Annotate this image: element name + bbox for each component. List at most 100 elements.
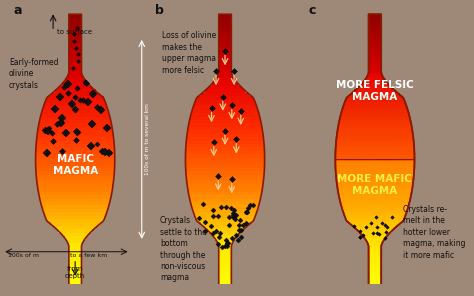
Bar xyxy=(36,161,115,164)
Bar xyxy=(365,237,385,240)
Bar xyxy=(339,196,410,199)
Bar xyxy=(38,127,112,130)
Bar xyxy=(69,48,82,52)
Bar xyxy=(338,188,412,192)
Bar xyxy=(368,243,382,246)
Bar xyxy=(37,181,113,185)
Bar xyxy=(355,226,395,229)
Bar xyxy=(69,65,82,69)
Bar xyxy=(44,212,106,215)
Bar xyxy=(342,110,408,113)
Bar xyxy=(69,45,82,48)
Bar xyxy=(219,38,231,41)
Bar xyxy=(219,250,231,253)
Bar xyxy=(193,209,257,212)
Bar xyxy=(194,212,256,215)
Bar xyxy=(195,99,255,103)
Bar xyxy=(188,188,262,192)
Text: a: a xyxy=(13,4,22,17)
Bar xyxy=(201,222,249,226)
Bar xyxy=(350,222,399,226)
Bar xyxy=(350,223,400,226)
Bar xyxy=(336,171,414,175)
Bar xyxy=(38,188,112,192)
Bar xyxy=(369,48,381,52)
Bar xyxy=(36,144,114,147)
Bar xyxy=(366,239,383,243)
Bar xyxy=(43,209,108,212)
Bar xyxy=(214,79,236,83)
Bar xyxy=(69,52,82,55)
Bar xyxy=(64,236,86,239)
Bar xyxy=(346,217,404,220)
Bar xyxy=(186,178,264,181)
Bar xyxy=(336,176,414,178)
Bar xyxy=(369,284,381,287)
Bar xyxy=(336,140,414,143)
Bar xyxy=(219,62,231,65)
Bar xyxy=(186,168,264,171)
Bar xyxy=(68,243,82,246)
Bar xyxy=(69,260,82,263)
Bar xyxy=(211,233,238,236)
Bar xyxy=(186,144,264,147)
Bar xyxy=(358,229,392,233)
Bar xyxy=(369,35,381,38)
Bar xyxy=(336,167,414,170)
Bar xyxy=(191,202,259,205)
Bar xyxy=(338,192,411,195)
Bar xyxy=(366,76,383,79)
Bar xyxy=(362,83,388,86)
Bar xyxy=(189,192,262,195)
Bar xyxy=(341,205,409,208)
Bar xyxy=(219,277,231,281)
Bar xyxy=(219,260,231,263)
Bar xyxy=(219,25,231,28)
Bar xyxy=(369,250,381,253)
Bar xyxy=(369,281,381,284)
Bar xyxy=(69,284,82,287)
Bar xyxy=(42,205,109,209)
Bar xyxy=(51,93,100,96)
Bar xyxy=(36,141,114,144)
Bar xyxy=(36,178,114,181)
Bar xyxy=(40,117,110,120)
Bar xyxy=(36,154,115,157)
Bar xyxy=(350,93,400,96)
Bar xyxy=(343,209,407,212)
Bar xyxy=(39,195,111,199)
Bar xyxy=(336,147,414,151)
Bar xyxy=(336,175,414,178)
Bar xyxy=(337,131,413,134)
Bar xyxy=(341,114,409,117)
Bar xyxy=(190,199,260,202)
Bar xyxy=(346,96,403,99)
Bar xyxy=(192,205,258,209)
Bar xyxy=(369,45,381,48)
Bar xyxy=(341,202,409,205)
Bar xyxy=(219,18,231,21)
Bar xyxy=(362,233,388,236)
Bar xyxy=(36,168,115,171)
Bar xyxy=(219,246,231,250)
Bar xyxy=(368,72,382,76)
Bar xyxy=(69,31,82,35)
Bar xyxy=(336,164,414,167)
Bar xyxy=(369,52,381,55)
Bar xyxy=(341,113,409,117)
Bar xyxy=(69,270,82,274)
Bar xyxy=(67,76,83,79)
Bar xyxy=(337,181,413,184)
Text: MAFIC
MAGMA: MAFIC MAGMA xyxy=(53,154,98,176)
Bar xyxy=(185,157,264,161)
Bar xyxy=(357,87,393,90)
Text: Loss of olivine
makes the
upper magma
more felsic: Loss of olivine makes the upper magma mo… xyxy=(162,31,216,75)
Bar xyxy=(337,184,413,187)
Bar xyxy=(219,52,231,55)
Bar xyxy=(369,41,381,45)
Bar xyxy=(338,190,412,193)
Bar xyxy=(185,154,264,157)
Text: Crystals
settle to the
bottom
through the
non-viscous
magma: Crystals settle to the bottom through th… xyxy=(160,216,207,282)
Bar xyxy=(58,86,92,89)
Bar xyxy=(335,157,415,161)
